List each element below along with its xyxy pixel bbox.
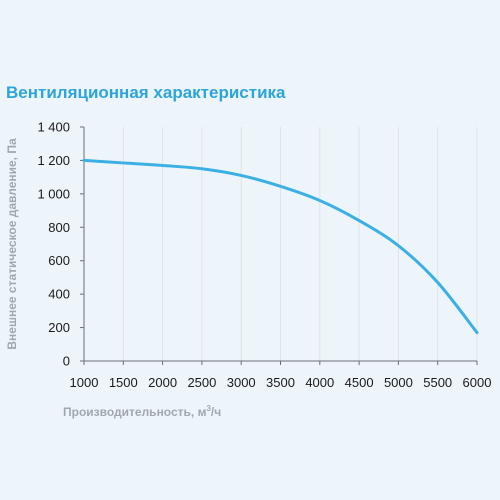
x-tick-label: 2000: [148, 375, 177, 390]
x-tick-label: 3500: [266, 375, 295, 390]
y-tick-label: 0: [63, 354, 70, 369]
y-tick-label: 1 400: [37, 120, 70, 135]
x-tick-label: 5500: [423, 375, 452, 390]
x-axis-label: Производительность, м3/ч: [63, 404, 221, 419]
x-tick-label: 1000: [70, 375, 99, 390]
x-axis-label-main: Производительность, м: [63, 405, 207, 419]
x-tick-label: 3000: [227, 375, 256, 390]
x-axis-label-sup: 3: [206, 404, 211, 413]
x-tick-label: 6000: [463, 375, 492, 390]
series-line: [82, 158, 479, 335]
x-tick-label: 1500: [109, 375, 138, 390]
y-tick-label: 400: [48, 287, 70, 302]
y-tick-label: 600: [48, 253, 70, 268]
series-layer: [82, 158, 479, 335]
x-tick-label: 4000: [305, 375, 334, 390]
axes: [80, 126, 478, 365]
y-tick-label: 800: [48, 220, 70, 235]
y-tick-label: 1 000: [37, 186, 70, 201]
x-tick-label: 5000: [384, 375, 413, 390]
y-tick-label: 1 200: [37, 153, 70, 168]
x-tick-label: 4500: [345, 375, 374, 390]
x-tick-label: 2500: [187, 375, 216, 390]
y-axis-label: Внешнее статическое давление, Па: [5, 138, 19, 350]
x-axis-label-suffix: /ч: [211, 405, 221, 419]
y-tick-label: 200: [48, 320, 70, 335]
tick-labels: 1000 1500 2000 2500 3000 3500 4000 4500 5000 5500…: [37, 120, 491, 391]
chart-title: Вентиляционная характеристика: [6, 83, 286, 102]
grid-lines: [83, 127, 478, 361]
